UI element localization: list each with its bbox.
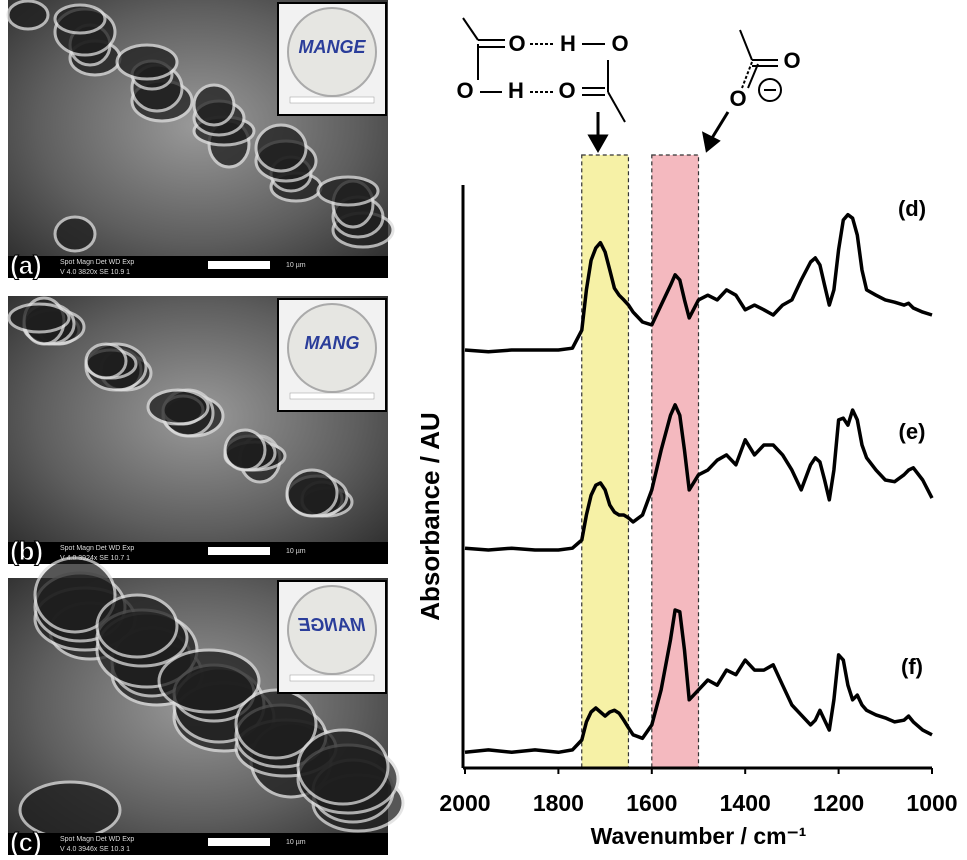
inset-scale-bar [289, 392, 375, 400]
scale-label: 10 µm [286, 262, 306, 269]
scale-bar [208, 547, 270, 555]
pore [157, 648, 261, 714]
pore [285, 468, 339, 518]
series-label: (e) [899, 419, 926, 444]
arrows [587, 111, 730, 154]
pore [234, 688, 318, 760]
highlight-band [581, 154, 630, 769]
pore [6, 0, 50, 31]
scale-bar [208, 838, 270, 846]
series-label: (f) [901, 654, 923, 679]
x-tick-label: 1600 [626, 790, 677, 816]
atom-label: O [783, 48, 800, 73]
y-axis-label: Absorbance / AU [415, 412, 445, 621]
atom-label: O [456, 78, 473, 103]
info-bar [8, 542, 388, 564]
panel-label: (b) [10, 536, 43, 566]
inset-text: MANGE [298, 615, 366, 635]
inset-disk [287, 303, 377, 393]
pore [115, 43, 179, 81]
spectrum-line [464, 403, 934, 552]
inset-disk [287, 7, 377, 97]
x-tick-label: 1200 [813, 790, 864, 816]
pore [316, 175, 380, 207]
x-axis-label: Wavenumber / cm⁻¹ [591, 823, 807, 849]
scale-label: 10 µm [286, 548, 306, 555]
x-tick-label: 1000 [906, 790, 957, 816]
info-values: V 4.0 3924x SE 10.7 1 [60, 555, 130, 562]
atom-label: H [508, 78, 524, 103]
info-header: Spot Magn Det WD Exp [60, 545, 134, 552]
info-bar [8, 833, 388, 855]
pore [33, 556, 117, 634]
atom-label: O [558, 78, 575, 103]
inset-text: MANGE [299, 37, 367, 57]
structure-bonds [462, 17, 782, 123]
x-tick-label: 2000 [439, 790, 490, 816]
info-values: V 4.0 3946x SE 10.3 1 [60, 846, 130, 853]
inset-disk [287, 585, 377, 675]
panel-label: (c) [10, 827, 42, 855]
pore [223, 428, 267, 472]
spectrum-line [464, 608, 933, 755]
scale-bar [208, 261, 270, 269]
inset-scale-bar [289, 674, 375, 682]
scale-label: 10 µm [286, 839, 306, 846]
pore [254, 123, 308, 173]
pore [146, 388, 210, 426]
series-label: (d) [898, 196, 926, 221]
panel-label: (a) [10, 250, 42, 280]
inset-text: MANG [305, 333, 360, 353]
spectrum-line [464, 212, 933, 354]
pore [84, 342, 128, 380]
info-header: Spot Magn Det WD Exp [60, 836, 134, 843]
atom-label: O [611, 31, 628, 56]
info-bar [8, 256, 388, 278]
atom-label: O [729, 86, 746, 111]
pore [53, 3, 107, 35]
atom-label: O [508, 31, 525, 56]
pore [296, 728, 390, 806]
pore [192, 83, 236, 127]
pore [95, 593, 179, 659]
pore [7, 302, 71, 334]
info-header: Spot Magn Det WD Exp [60, 259, 134, 266]
atom-label: H [560, 31, 576, 56]
highlight-band [651, 154, 700, 769]
x-tick-label: 1800 [533, 790, 584, 816]
info-values: V 4.0 3820x SE 10.9 1 [60, 269, 130, 276]
x-tick-label: 1400 [720, 790, 771, 816]
inset-scale-bar [289, 96, 375, 104]
pore [53, 215, 97, 253]
